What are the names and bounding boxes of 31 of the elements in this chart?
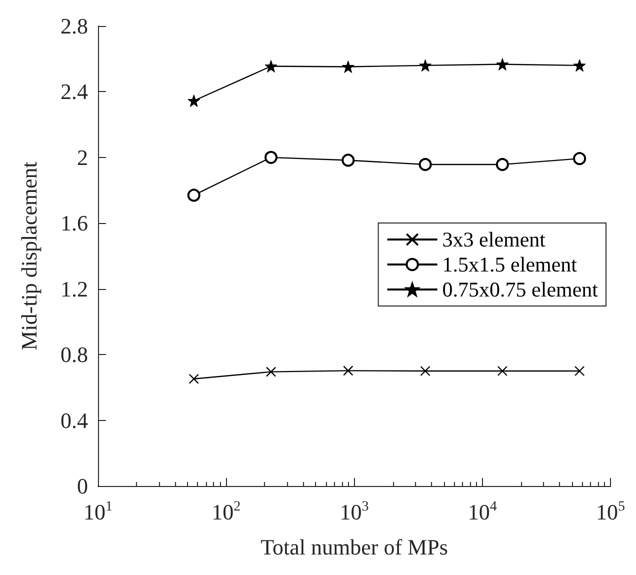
y-tick-label: 0 xyxy=(77,474,88,498)
point xyxy=(496,158,509,171)
y-tick-label: 0.8 xyxy=(60,342,88,368)
point xyxy=(188,94,200,107)
x-axis-title: Total number of MPs xyxy=(260,534,448,560)
y-tick-label: 2.4 xyxy=(60,79,88,104)
y-tick-label: 1.2 xyxy=(60,276,88,302)
point xyxy=(573,59,586,72)
legend-label: 1.5x1.5 element xyxy=(442,252,578,276)
y-axis-title: Mid-tip displacement xyxy=(16,162,42,350)
point xyxy=(497,366,508,376)
point xyxy=(418,158,432,171)
point xyxy=(264,150,278,164)
point xyxy=(188,374,199,384)
point xyxy=(187,188,200,202)
point xyxy=(419,59,432,72)
point xyxy=(264,60,278,72)
y-tick-label: 2 xyxy=(77,144,88,170)
y-tick-label: 0.4 xyxy=(60,408,88,433)
point xyxy=(343,366,354,376)
point xyxy=(266,366,276,377)
point xyxy=(342,154,355,167)
legend-label: 3x3 element xyxy=(442,228,546,252)
point xyxy=(420,366,430,376)
point xyxy=(574,366,585,376)
point xyxy=(496,58,509,71)
point xyxy=(573,152,586,166)
point xyxy=(342,60,354,73)
y-tick-label: 2.8 xyxy=(60,14,88,38)
y-tick-label: 1.6 xyxy=(60,210,88,236)
legend-label: 0.75x0.75 element xyxy=(442,278,598,302)
